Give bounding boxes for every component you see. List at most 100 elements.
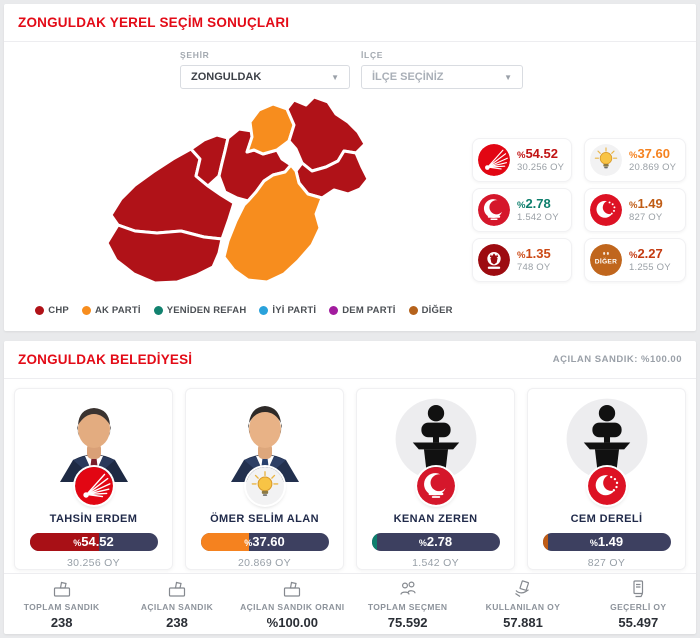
candidate-cards: TAHSİN ERDEM %54.52 30.256 OY [14,388,686,570]
candidate-card-4: CEM DERELİ %1.49 827 OY [527,388,686,570]
party-result-card-akparti: %37.60 20.869 OY [584,138,686,182]
vote-share-bar: %54.52 [29,533,158,551]
party-votes: 1.255 OY [629,262,671,274]
vote-share-percent: %37.60 [244,534,285,549]
voters-icon [400,581,416,595]
vote-share-percent: %54.52 [73,534,114,549]
stat-acilan-sandik: AÇILAN SANDIK 238 [119,578,234,630]
stat-toplam-secmen: TOPLAM SEÇMEN 75.592 [350,578,465,630]
vote-share-fill [371,533,377,551]
ballot-box-icon [284,581,301,597]
legend-dot [329,306,339,315]
svg-text:DİĞER: DİĞER [595,257,617,266]
akparti-logo-icon [245,467,284,505]
map-district-devrek[interactable] [222,163,324,284]
party-result-card-chp: %54.52 30.256 OY [472,138,572,182]
party-result-card-diger: DİĞER %2.27 1.255 OY [584,238,686,282]
yeniden-refah-logo-icon [416,467,455,505]
party-result-card-zafer: %1.35 748 OY [472,238,572,282]
valid-vote-icon [633,580,644,598]
vote-share-fill [29,533,100,551]
city-select[interactable]: ZONGULDAK ▼ [180,65,350,89]
municipality-title: ZONGULDAK BELEDİYESİ [18,352,193,367]
chevron-down-icon: ▼ [331,72,339,82]
candidate-card-2: ÖMER SELİM ALAN %37.60 20.869 OY [185,388,344,570]
cast-vote-icon [515,580,530,597]
party-votes: 827 OY [629,212,663,224]
legend-item-chp: CHP [35,305,69,316]
district-filter: İLÇE İLÇE SEÇİNİZ ▼ [361,50,523,89]
ballot-box-icon [53,581,70,597]
party-votes: 20.869 OY [629,162,677,174]
party-votes: 748 OY [517,262,551,274]
vote-share-fill [200,533,249,551]
panel1-header: ZONGULDAK YEREL SEÇİM SONUÇLARI [4,4,696,42]
opened-ballot-ratio: AÇILAN SANDIK: %100.00 [552,354,682,365]
legend-item-yeniden-refah: YENİDEN REFAH [153,305,247,316]
ballot-box-icon [168,581,186,597]
district-select-placeholder: İLÇE SEÇİNİZ [372,71,444,83]
city-filter: ŞEHİR ZONGULDAK ▼ [180,50,350,89]
candidate-votes: 30.256 OY [67,557,120,569]
vote-share-bar: %37.60 [200,533,329,551]
saadet-logo-icon [587,467,626,505]
diger-logo-icon: DİĞER [590,244,622,276]
party-result-card-saadet: %1.49 827 OY [584,188,686,232]
vote-share-percent: %1.49 [589,534,624,549]
party-percent: %2.78 [517,195,551,211]
map-district-alapli[interactable] [105,223,224,285]
candidate-name: KENAN ZEREN [393,513,478,525]
party-results-grid: %54.52 30.256 OY %37.60 [472,138,686,282]
party-percent: %1.49 [629,195,663,211]
city-filter-label: ŞEHİR [180,50,210,60]
chp-logo-icon [74,467,113,505]
legend-item-akparti: AK PARTİ [81,305,141,316]
party-percent: %1.35 [517,245,551,261]
legend-dot [153,306,163,315]
panel2-header: ZONGULDAK BELEDİYESİ AÇILAN SANDIK: %100… [4,341,696,379]
stat-toplam-sandik: TOPLAM SANDIK 238 [4,578,119,630]
summary-stats: TOPLAM SANDIK 238 AÇILAN SANDIK 238 AÇIL… [4,573,696,634]
candidate-votes: 20.869 OY [238,557,291,569]
municipality-panel: ZONGULDAK BELEDİYESİ AÇILAN SANDIK: %100… [4,341,696,634]
stat-acilan-sandik-orani: AÇILAN SANDIK ORANI %100.00 [235,578,350,630]
stat-gecerli-oy: GEÇERLİ OY 55.497 [581,578,696,630]
candidate-silhouette [395,398,476,480]
party-votes: 30.256 OY [517,162,565,174]
yeniden-refah-logo-icon [478,194,510,226]
party-percent: %54.52 [517,145,558,161]
legend-dot [35,306,45,315]
legend-item-diger: DİĞER [408,305,453,316]
candidate-votes: 827 OY [587,557,626,569]
candidate-card-3: KENAN ZEREN %2.78 1.542 OY [356,388,515,570]
candidate-name: TAHSİN ERDEM [49,513,138,525]
candidate-card-1: TAHSİN ERDEM %54.52 30.256 OY [14,388,173,570]
district-select[interactable]: İLÇE SEÇİNİZ ▼ [361,65,523,89]
saadet-logo-icon [590,194,622,226]
zafer-logo-icon [478,244,510,276]
party-percent: %2.27 [629,245,663,261]
page-title: ZONGULDAK YEREL SEÇİM SONUÇLARI [18,15,290,30]
candidate-votes: 1.542 OY [412,557,459,569]
stat-kullanilan-oy: KULLANILAN OY 57.881 [465,578,580,630]
legend-dot [408,306,418,315]
party-votes: 1.542 OY [517,212,559,224]
vote-share-bar: %1.49 [542,533,671,551]
vote-share-fill [542,533,548,551]
city-select-value: ZONGULDAK [191,71,262,83]
party-result-card-yeniden-refah: %2.78 1.542 OY [472,188,572,232]
district-filter-label: İLÇE [361,50,384,60]
results-panel: ZONGULDAK YEREL SEÇİM SONUÇLARI ŞEHİR ZO… [4,4,696,331]
legend-dot [259,306,269,315]
vote-share-bar: %2.78 [371,533,500,551]
legend-item-iyi-parti: İYİ PARTİ [259,305,316,316]
legend-dot [81,306,91,315]
province-map [105,95,370,285]
map-legend: CHP AK PARTİ YENİDEN REFAH İYİ PARTİ DEM… [14,305,474,316]
candidate-name: CEM DERELİ [570,513,643,525]
legend-item-dem-parti: DEM PARTİ [329,305,395,316]
vote-share-percent: %2.78 [418,534,453,549]
akparti-logo-icon [590,144,622,176]
chevron-down-icon: ▼ [504,72,512,82]
